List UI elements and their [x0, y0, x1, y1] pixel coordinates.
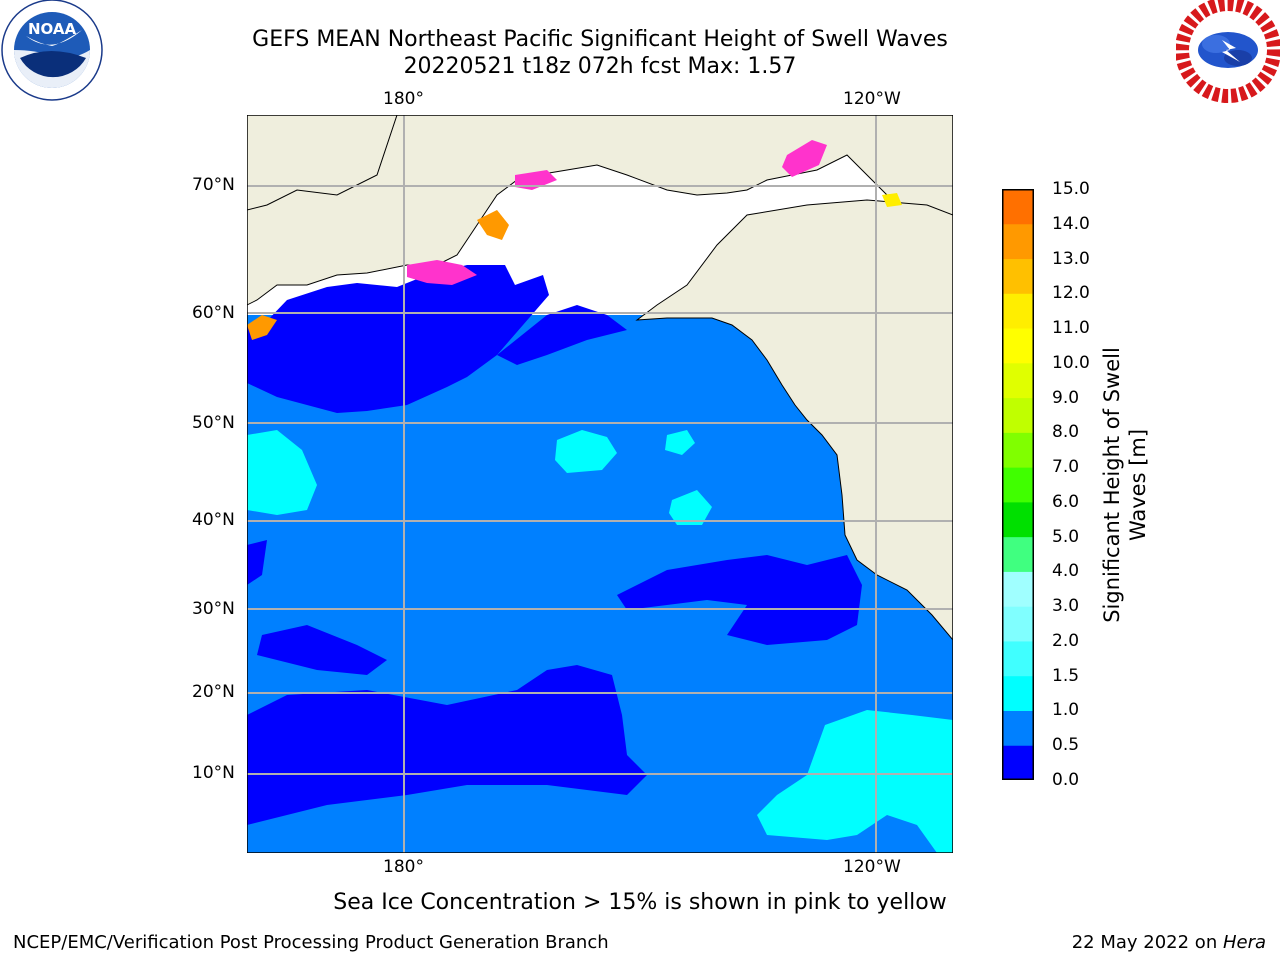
colorbar-tick-label: 0.5	[1052, 735, 1080, 756]
colorbar-tick-label: 13.0	[1052, 248, 1090, 269]
lat-tick-10n: 10°N	[192, 763, 235, 783]
sea-ice-beaufort	[782, 140, 827, 177]
land-north	[247, 115, 953, 306]
lon-tick-bottom-180: 180°	[383, 857, 424, 877]
colorbar-cell	[1002, 606, 1034, 642]
lon-tick-top-120w: 120°W	[843, 89, 901, 109]
colorbar-tick-label: 11.0	[1052, 318, 1090, 339]
colorbar-cell	[1002, 501, 1034, 538]
higher-swell-patch-southeast	[757, 710, 953, 853]
colorbar-cell	[1002, 710, 1034, 746]
colorbar-tick-label: 0.0	[1052, 770, 1080, 790]
colorbar-tick-label: 4.0	[1052, 561, 1080, 582]
lat-tick-60n: 60°N	[192, 303, 235, 323]
lon-tick-top-180: 180°	[383, 89, 424, 109]
colorbar-tick-label: 7.0	[1052, 457, 1080, 478]
higher-swell-patch-west	[247, 430, 317, 515]
colorbar-cell	[1002, 675, 1034, 711]
colorbar-tick-label: 1.0	[1052, 700, 1080, 721]
footer-credit: NCEP/EMC/Verification Post Processing Pr…	[13, 932, 609, 953]
sea-ice-note: Sea Ice Concentration > 15% is shown in …	[333, 890, 947, 915]
colorbar-cell	[1002, 432, 1034, 468]
lat-tick-20n: 20°N	[192, 682, 235, 702]
colorbar-cell	[1002, 328, 1034, 364]
chart-title: GEFS MEAN Northeast Pacific Significant …	[252, 27, 948, 52]
map-plot	[247, 115, 953, 853]
colorbar-cell	[1002, 536, 1034, 572]
lat-tick-40n: 40°N	[192, 510, 235, 530]
tropical-low-swell-band	[247, 665, 647, 825]
sea-ice-bering	[407, 260, 477, 285]
colorbar-cell	[1002, 189, 1034, 225]
noaa-logo: NOAA	[1, 0, 103, 101]
colorbar-cell	[1002, 362, 1034, 399]
colorbar-cell	[1002, 258, 1034, 294]
colorbar-tick-label: 14.0	[1052, 213, 1090, 234]
colorbar-tick-label: 5.0	[1052, 526, 1080, 547]
higher-swell-patch-central	[555, 430, 617, 473]
colorbar-tick-label: 1.5	[1052, 665, 1080, 686]
colorbar	[1002, 189, 1034, 780]
colorbar-cell	[1002, 640, 1034, 677]
colorbar-tick-label: 12.0	[1052, 283, 1090, 304]
land-north-america	[635, 199, 953, 641]
colorbar-tick-label: 6.0	[1052, 491, 1080, 512]
lon-tick-bottom-120w: 120°W	[843, 857, 901, 877]
nws-logo	[1176, 0, 1280, 103]
colorbar-tick-label: 10.0	[1052, 352, 1090, 373]
colorbar-tick-label: 15.0	[1052, 179, 1090, 199]
chart-subtitle: 20220521 t18z 072h fcst Max: 1.57	[403, 54, 797, 79]
bering-sea-low-swell	[247, 265, 549, 413]
colorbar-tick-label: 3.0	[1052, 596, 1080, 617]
colorbar-tick-label: 8.0	[1052, 422, 1080, 443]
colorbar-cell	[1002, 293, 1034, 329]
lat-tick-70n: 70°N	[192, 175, 235, 195]
colorbar-tick-label: 9.0	[1052, 387, 1080, 408]
colorbar-tick-label: 2.0	[1052, 630, 1080, 651]
footer-date: 22 May 2022 on Hera	[1071, 932, 1266, 953]
lat-tick-30n: 30°N	[192, 599, 235, 619]
colorbar-cell	[1002, 223, 1034, 260]
colorbar-cell	[1002, 467, 1034, 503]
lat-tick-50n: 50°N	[192, 413, 235, 433]
colorbar-cell	[1002, 397, 1034, 433]
east-pacific-low-swell	[617, 555, 862, 645]
noaa-logo-text: NOAA	[28, 20, 77, 38]
colorbar-cell	[1002, 571, 1034, 607]
colorbar-cell	[1002, 745, 1034, 780]
